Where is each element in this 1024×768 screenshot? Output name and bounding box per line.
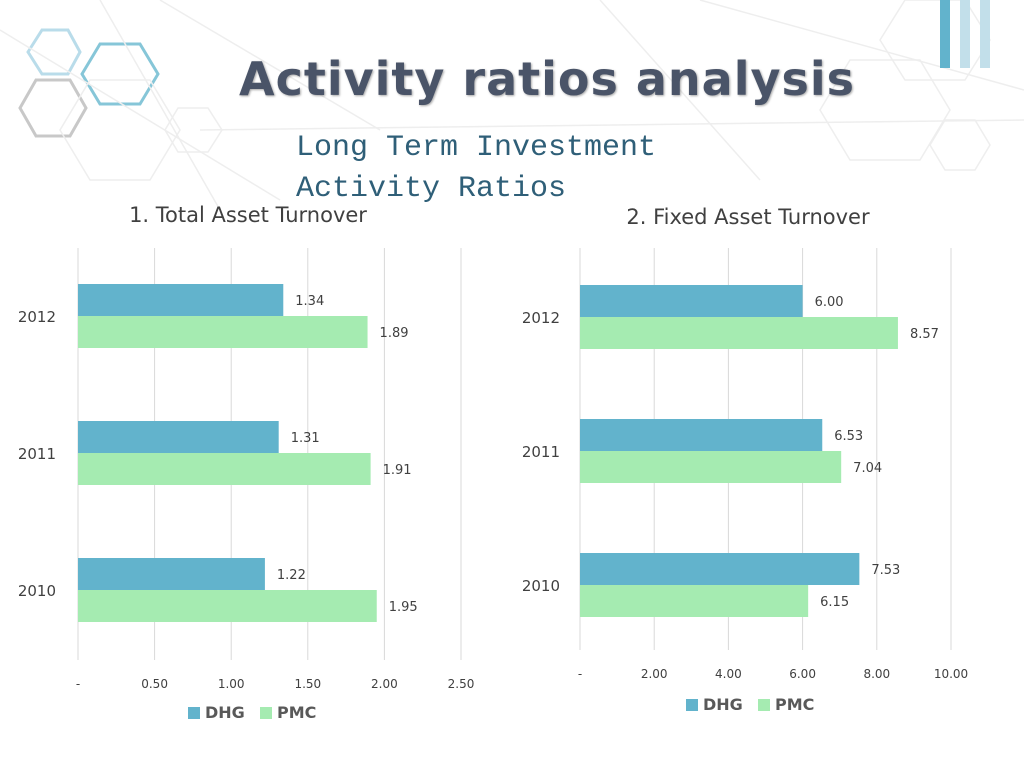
x-tick-label: 1.00: [218, 677, 245, 691]
category-label: 2012: [522, 309, 560, 327]
legend-label: PMC: [775, 695, 814, 714]
x-tick-label: 4.00: [715, 667, 742, 681]
bar-dhg: [580, 419, 823, 451]
hexagon-decoration: [80, 42, 160, 106]
hexagon-decoration: [18, 78, 88, 138]
data-label: 7.53: [871, 563, 900, 578]
bar-pmc: [78, 590, 377, 622]
x-tick-label: 2.00: [371, 677, 398, 691]
legend-label: PMC: [277, 703, 316, 722]
data-label: 1.22: [277, 568, 306, 583]
data-label: 8.57: [910, 327, 939, 342]
hexagon-decoration: [26, 28, 82, 76]
category-label: 2011: [18, 445, 56, 463]
page-subtitle: Long Term Investment Activity Ratios: [296, 131, 657, 206]
chart-title: 2. Fixed Asset Turnover: [626, 205, 870, 229]
bar-dhg: [580, 553, 860, 585]
category-label: 2012: [18, 308, 56, 326]
x-tick-label: 1.50: [294, 677, 321, 691]
legend-swatch: [758, 699, 770, 711]
bar-pmc: [78, 453, 371, 485]
x-tick-label: 8.00: [863, 667, 890, 681]
stripes-decoration: [940, 0, 990, 68]
stripe-decoration: [960, 0, 970, 68]
x-tick-label: -: [76, 677, 80, 691]
bar-dhg: [580, 285, 803, 317]
data-label: 1.89: [380, 326, 409, 341]
bar-pmc: [78, 316, 368, 348]
data-label: 1.91: [383, 463, 412, 478]
bar-pmc: [580, 317, 898, 349]
page-title: Activity ratios analysis: [239, 52, 855, 106]
legend-swatch: [686, 699, 698, 711]
bar-dhg: [78, 284, 284, 316]
data-label: 6.53: [834, 429, 863, 444]
bar-pmc: [580, 451, 842, 483]
legend-label: DHG: [703, 695, 743, 714]
category-label: 2010: [18, 582, 56, 600]
bar-dhg: [78, 558, 265, 590]
x-tick-label: 6.00: [789, 667, 816, 681]
data-label: 7.04: [853, 461, 882, 476]
x-tick-label: 2.50: [448, 677, 475, 691]
data-label: 1.34: [295, 294, 324, 309]
legend-swatch: [260, 707, 272, 719]
data-label: 1.31: [291, 431, 320, 446]
data-label: 6.00: [815, 295, 844, 310]
chart-title: 1. Total Asset Turnover: [129, 203, 367, 227]
category-label: 2010: [522, 577, 560, 595]
stripe-decoration: [940, 0, 950, 68]
legend-label: DHG: [205, 703, 245, 722]
bar-dhg: [78, 421, 279, 453]
x-tick-label: 2.00: [641, 667, 668, 681]
legend-swatch: [188, 707, 200, 719]
category-label: 2011: [522, 443, 560, 461]
stripe-decoration: [980, 0, 990, 68]
x-tick-label: -: [578, 667, 582, 681]
bar-pmc: [580, 585, 809, 617]
x-tick-label: 10.00: [934, 667, 968, 681]
data-label: 1.95: [389, 600, 418, 615]
data-label: 6.15: [820, 595, 849, 610]
x-tick-label: 0.50: [141, 677, 168, 691]
